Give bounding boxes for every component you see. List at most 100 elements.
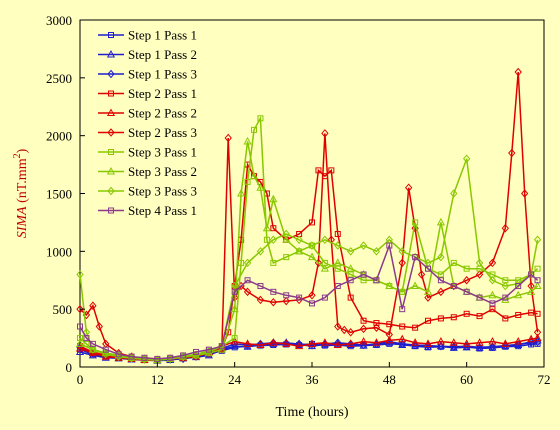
x-tick-label: 72 [538, 372, 551, 387]
data-point [521, 189, 529, 198]
data-point [75, 339, 85, 347]
data-point [295, 341, 304, 350]
data-point [321, 294, 328, 301]
data-point [347, 277, 354, 284]
data-point [334, 322, 342, 331]
data-point [269, 297, 277, 307]
legend: Step 1 Pass 1 Step 1 Pass 2 Step 1 Pass 3 S… [98, 28, 197, 218]
data-point [360, 277, 367, 284]
data-point [237, 188, 246, 197]
data-point [462, 339, 471, 347]
data-point [514, 67, 522, 77]
data-point [243, 136, 252, 145]
data-point [489, 300, 496, 307]
data-point [249, 171, 259, 180]
data-point [257, 115, 264, 122]
data-point [399, 306, 406, 313]
legend-label: Step 3 Pass 2 [128, 164, 197, 179]
data-point [102, 346, 109, 353]
data-point [425, 317, 431, 324]
data-point [231, 288, 238, 295]
data-point [527, 334, 536, 343]
data-point [398, 258, 406, 268]
data-point [75, 343, 85, 352]
data-point [154, 355, 161, 362]
data-point [533, 333, 542, 342]
data-point [385, 330, 393, 339]
legend-marker [108, 149, 114, 155]
data-point [412, 219, 419, 226]
data-point [425, 265, 431, 272]
data-point [269, 338, 277, 347]
legend-marker [107, 186, 115, 196]
data-point [89, 340, 96, 347]
data-point [269, 338, 278, 346]
data-point [533, 328, 542, 337]
legend-item: Step 4 Pass 1 [98, 203, 197, 218]
data-point [514, 290, 523, 299]
legend-label: Step 1 Pass 3 [128, 67, 197, 82]
y-tick-label: 1000 [46, 244, 72, 259]
data-point [77, 323, 83, 330]
y-tick-label: 2000 [46, 129, 72, 144]
data-point [489, 306, 496, 313]
data-point [180, 352, 187, 359]
data-point [412, 324, 419, 331]
data-point [230, 304, 239, 313]
data-point [308, 241, 316, 250]
data-point [502, 315, 509, 322]
data-point [372, 323, 381, 332]
data-point [243, 258, 252, 268]
data-point [282, 339, 291, 347]
data-point [257, 283, 264, 290]
data-point [399, 323, 406, 330]
legend-item: Step 3 Pass 1 [98, 145, 197, 160]
data-point [346, 339, 355, 347]
data-point [115, 351, 122, 358]
data-point [463, 288, 470, 295]
legend-item: Step 1 Pass 1 [98, 28, 197, 43]
data-point [501, 223, 509, 233]
data-point [340, 325, 348, 335]
series-step-4-pass-1 [77, 242, 541, 362]
data-point [295, 246, 304, 255]
data-point [463, 310, 470, 317]
data-point [488, 342, 497, 352]
legend-label: Step 1 Pass 1 [128, 28, 197, 43]
plot-frame [79, 19, 545, 368]
data-point [256, 340, 265, 349]
data-point [321, 129, 329, 138]
legend-marker [107, 69, 115, 79]
data-point [333, 258, 342, 266]
legend-item: Step 3 Pass 3 [98, 184, 197, 199]
data-point [385, 281, 394, 290]
data-point [398, 339, 406, 349]
data-point [243, 339, 252, 347]
data-point [269, 194, 278, 203]
data-point [423, 287, 433, 295]
data-point [533, 235, 542, 245]
legend-label: Step 2 Pass 3 [128, 125, 197, 140]
data-point [282, 229, 290, 239]
data-point [256, 295, 265, 305]
data-point [128, 353, 135, 360]
data-point [282, 296, 290, 306]
data-point [488, 258, 497, 268]
data-point [89, 345, 97, 354]
data-point [263, 236, 270, 243]
data-point [334, 283, 341, 290]
data-point [405, 183, 413, 192]
data-point [437, 271, 444, 278]
data-point [514, 279, 522, 288]
data-point [373, 320, 380, 327]
data-point [309, 219, 315, 226]
data-point [488, 336, 497, 345]
legend-marker [107, 128, 115, 137]
data-point [244, 178, 251, 185]
legend-label: Step 3 Pass 1 [128, 145, 197, 160]
data-point [347, 328, 355, 337]
legend-label: Step 2 Pass 2 [128, 106, 197, 121]
legend-label: Step 4 Pass 1 [128, 203, 197, 218]
legend-marker [106, 166, 116, 175]
